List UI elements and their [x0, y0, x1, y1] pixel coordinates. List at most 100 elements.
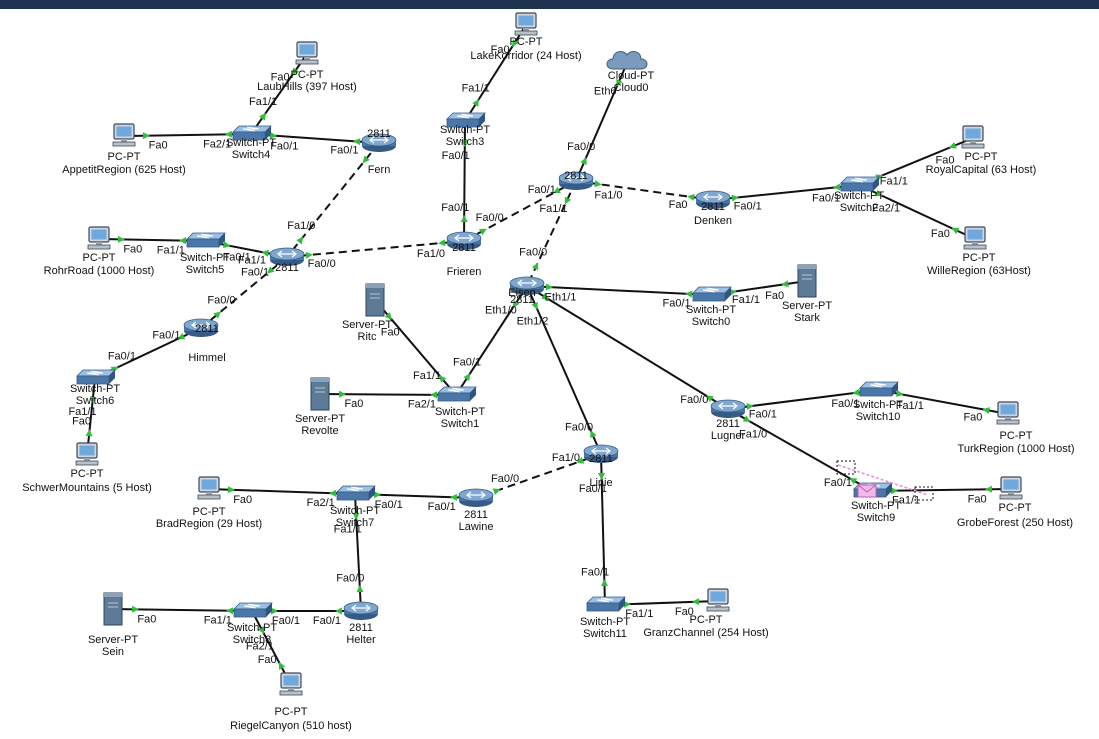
device-name: Switch8	[233, 634, 272, 646]
device-name: Frieren	[447, 266, 482, 278]
link-r1-denken[interactable]	[575, 180, 714, 201]
port-indicator	[261, 249, 270, 257]
link-eisen-linie[interactable]	[526, 285, 602, 455]
device-model: PC-PT	[510, 36, 543, 48]
port-label: Fa0	[675, 606, 694, 618]
switch-icon	[76, 369, 116, 385]
device-name: Switch6	[76, 395, 115, 407]
device-name: TurkRegion (1000 Host)	[958, 443, 1075, 455]
pc-icon	[996, 401, 1020, 425]
router-linie[interactable]: 2811 Linie	[583, 444, 619, 489]
port-label: Fa0	[233, 494, 252, 506]
port-label: Eth1/0	[485, 305, 517, 317]
device-name: Cloud0	[614, 82, 649, 94]
link-switch6-schwer[interactable]	[86, 377, 96, 456]
pc-riegel[interactable]: PC-PT RiegelCanyon (510 host)	[230, 672, 352, 732]
router-icon	[695, 190, 731, 209]
device-name: BradRegion (29 Host)	[156, 518, 262, 530]
port-label: Fa0/1	[330, 145, 358, 157]
link-laubhills-switch4[interactable]	[250, 53, 308, 135]
port-indicator	[731, 194, 739, 202]
port-label: Fa0/1	[749, 409, 777, 421]
link-r1-eisen[interactable]	[526, 180, 577, 287]
router-r2[interactable]: 2811	[269, 247, 305, 274]
port-label: Fa1/0	[739, 429, 767, 441]
switch-icon	[336, 485, 376, 501]
router-fern[interactable]: 2811 Fern	[361, 128, 397, 176]
pc-grobeforest[interactable]: PC-PT GrobeForest (250 Host)	[957, 476, 1073, 529]
router-himmel[interactable]: 2811 Himmel	[183, 318, 226, 364]
port-indicator	[852, 388, 860, 396]
switch-icon	[446, 112, 486, 128]
port-label: Fa0/1	[442, 150, 470, 162]
link-lakekorridor-switch3[interactable]	[464, 24, 527, 122]
link-eisen-switch0[interactable]	[526, 285, 712, 296]
port-label: Eth6	[594, 86, 617, 98]
port-label: Fa0/1	[241, 267, 269, 279]
port-label: Fa0	[381, 327, 400, 339]
device-model: PC-PT	[1000, 430, 1033, 442]
device-model: PC-PT	[963, 252, 996, 264]
pc-icon	[75, 442, 99, 466]
link-eisen-lugner[interactable]	[526, 285, 729, 410]
device-model: PC-PT	[690, 614, 723, 626]
port-indicator	[117, 235, 125, 243]
port-label: Fa0	[968, 493, 987, 505]
port-label: Fa1/0	[417, 248, 445, 260]
port-label: Fa0/1	[663, 297, 691, 309]
device-model: Switch-PT	[851, 500, 901, 512]
port-indicators	[85, 39, 993, 670]
port-label: Fa0/1	[441, 202, 469, 214]
device-model: Cloud-PT	[608, 70, 655, 82]
router-r1[interactable]: 2811	[558, 170, 594, 190]
port-indicator	[849, 478, 858, 485]
port-indicator	[746, 403, 754, 411]
port-label: Fa0/0	[680, 394, 708, 406]
pc-schwer[interactable]: PC-PT SchwerMountains (5 Host)	[22, 442, 152, 494]
port-indicator	[874, 189, 883, 197]
port-label: Fa0/1	[272, 615, 300, 627]
device-model: Switch-PT	[70, 383, 120, 395]
link-r2-himmel[interactable]	[200, 256, 288, 329]
router-denken[interactable]: 2811 Denken	[694, 190, 732, 227]
port-label: Fa2/1	[307, 497, 335, 509]
port-label: Fa0	[491, 44, 510, 56]
router-frieren[interactable]: 2811 Frieren	[447, 231, 482, 278]
cloud-icon	[606, 51, 648, 70]
pc-lakekorridor[interactable]: PC-PT LakeKorridor (24 Host)	[470, 12, 582, 62]
link-r2-frieren[interactable]	[286, 240, 465, 258]
device-name: WilleRegion (63Host)	[927, 265, 1031, 277]
link-lugner-switch9[interactable]	[727, 408, 873, 492]
